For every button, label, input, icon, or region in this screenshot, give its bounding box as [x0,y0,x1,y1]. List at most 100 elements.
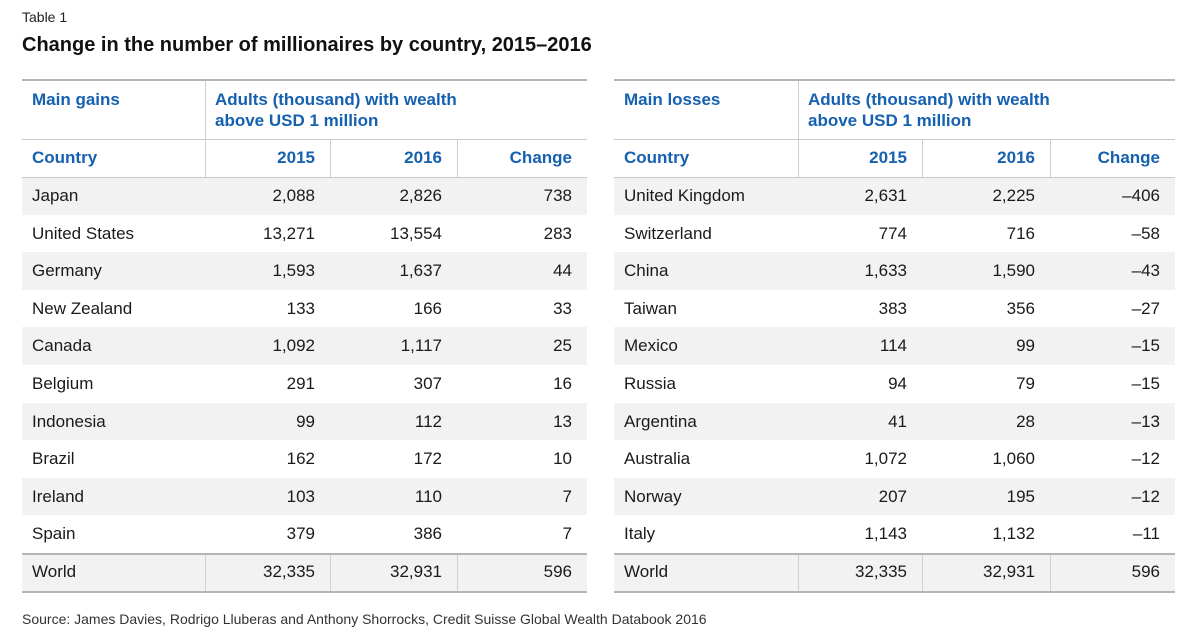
country: Norway [624,486,682,506]
column-header: 2016 [997,148,1035,167]
cell-value: 162 [286,449,315,469]
country: Spain [32,524,76,544]
total-value: 32,335 [263,562,315,581]
total-value: 32,335 [855,562,907,581]
country: Japan [32,186,79,205]
col-rule [330,555,331,591]
rule [614,79,1175,81]
col-rule [205,81,206,139]
row-shade [22,402,587,441]
col-rule [457,555,458,591]
column-header: Change [1097,148,1160,167]
cell-value: 166 [413,298,442,318]
rule [614,177,1175,178]
country: United Kingdom [624,186,745,205]
rule [22,553,587,555]
column-header: 2016 [404,148,442,167]
column-header: Country [32,148,98,167]
row-shade [22,477,587,516]
col-rule [798,555,799,591]
total-value: 32,931 [983,562,1035,581]
rule [22,139,587,140]
cell-value: 41 [888,411,907,431]
col-rule [205,140,206,177]
cell-value: 1,092 [272,336,315,356]
cell-value: 716 [1006,223,1035,243]
col-rule [457,140,458,177]
col-rule [798,140,799,177]
country: Switzerland [624,223,712,243]
cell-value: –12 [1131,449,1160,469]
cell-value: 738 [543,186,572,205]
cell-value: –13 [1131,411,1160,431]
row-shade [614,402,1175,441]
cell-value: 110 [414,486,442,506]
cell-value: –12 [1131,486,1160,506]
country: Brazil [32,449,75,469]
row-shade [22,177,587,215]
country: Ireland [32,486,84,506]
rule [22,79,587,81]
cell-value: 28 [1016,411,1035,431]
measure-header: Adults (thousand) with wealth [808,90,1050,109]
country: Italy [624,524,656,544]
row-shade [22,252,587,290]
cell-value: 774 [878,223,907,243]
source: Source: James Davies, Rodrigo Lluberas a… [22,611,707,627]
cell-value: 1,060 [992,449,1035,469]
cell-value: 1,590 [992,261,1035,281]
row-shade [22,327,587,365]
cell-value: 25 [553,336,572,356]
cell-value: 99 [1016,336,1035,356]
cell-value: 2,088 [272,186,315,205]
measure-header: Adults (thousand) with wealth [215,90,457,109]
country: Argentina [624,411,697,431]
cell-value: –27 [1131,298,1160,318]
col-rule [1050,140,1051,177]
column-header: Country [624,148,690,167]
total-value: 596 [1131,562,1160,581]
country: Belgium [32,374,94,393]
col-rule [1050,555,1051,591]
country: Taiwan [624,298,677,318]
cell-value: 79 [1016,374,1035,393]
country: Germany [32,261,102,281]
row-shade [22,553,587,591]
column-header: 2015 [277,148,315,167]
country: Mexico [624,336,678,356]
cell-value: –11 [1132,524,1160,544]
cell-value: 7 [562,486,572,506]
country: Russia [624,374,676,393]
cell-value: 1,593 [272,261,315,281]
cell-value: 1,633 [864,261,907,281]
cell-value: 172 [413,449,442,469]
country: Canada [32,336,92,356]
cell-value: 1,072 [864,449,907,469]
total-label: World [32,562,77,581]
measure-header: above USD 1 million [215,111,379,130]
cell-value: 356 [1006,298,1035,318]
column-header: Change [509,148,572,167]
cell-value: –58 [1131,223,1160,243]
cell-value: –406 [1122,186,1160,205]
cell-value: 1,143 [864,524,907,544]
cell-value: 99 [296,411,315,431]
cell-value: 386 [413,524,442,544]
cell-value: 13,271 [263,223,315,243]
country: China [624,261,669,281]
cell-value: 133 [286,298,315,318]
country: Indonesia [32,411,106,431]
row-shade [614,252,1175,290]
total-value: 32,931 [390,562,442,581]
row-shade [614,553,1175,591]
group-header: Main losses [624,90,721,109]
cell-value: 379 [286,524,315,544]
table-label: Table 1 [22,9,68,25]
rule [22,591,587,593]
cell-value: 103 [286,486,315,506]
title: Change in the number of millionaires by … [22,34,592,56]
cell-value: 195 [1006,486,1035,506]
cell-value: 383 [878,298,907,318]
cell-value: 114 [879,336,907,356]
